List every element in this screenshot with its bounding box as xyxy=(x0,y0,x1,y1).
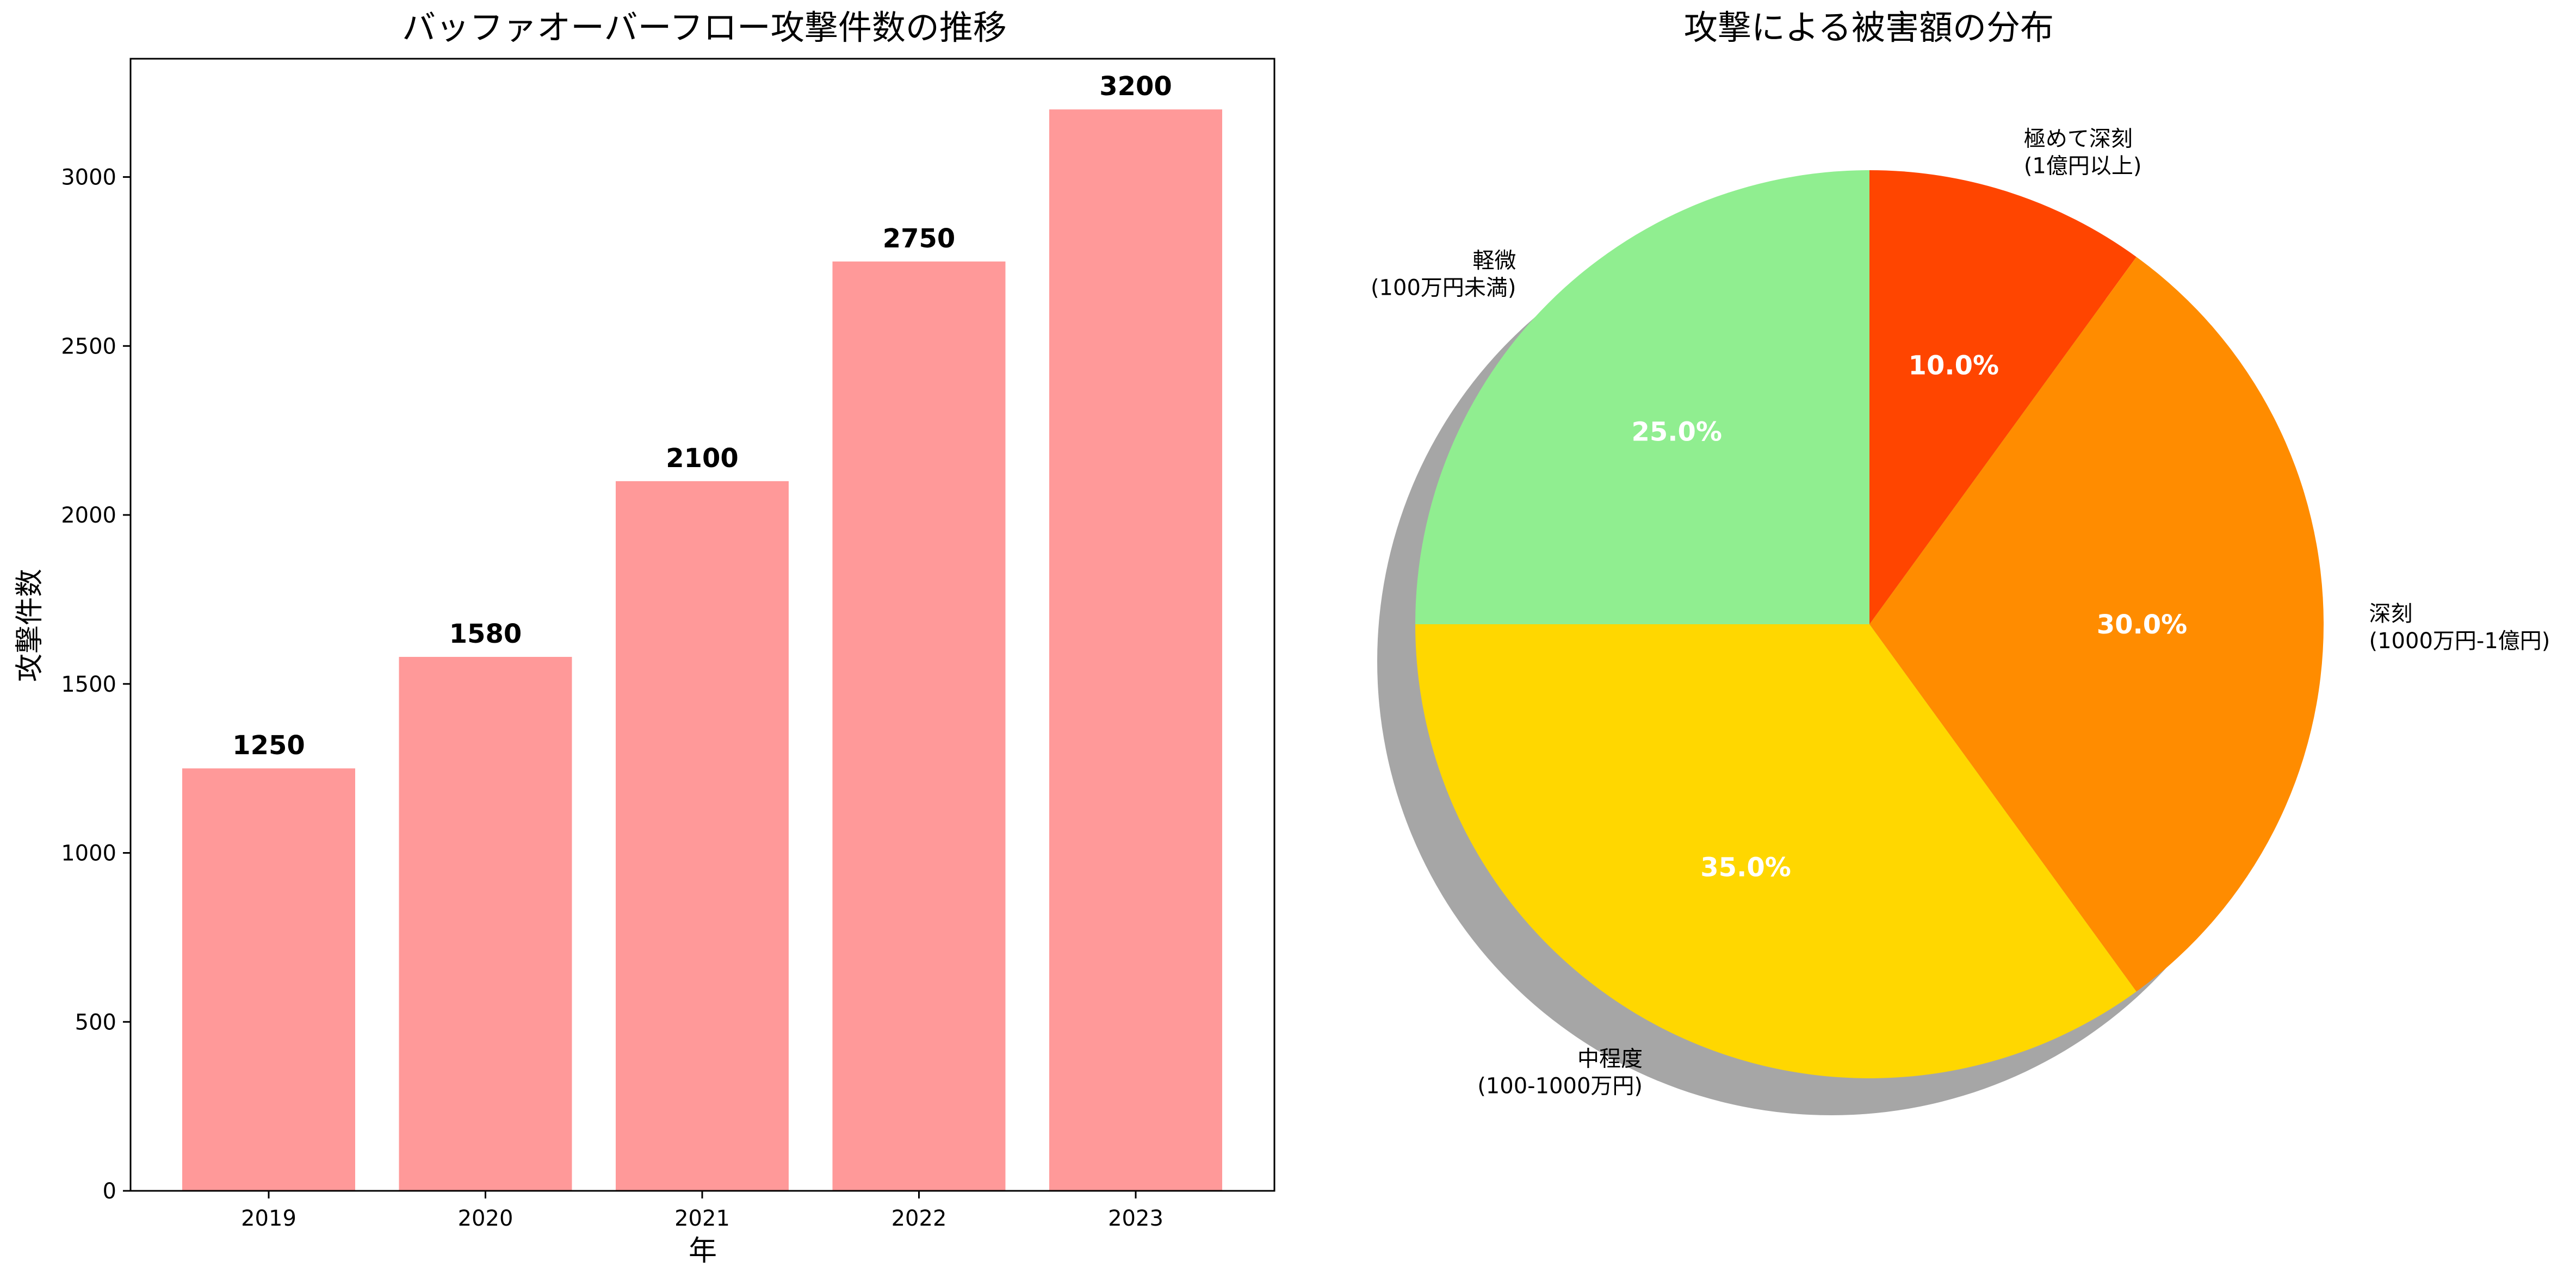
x-tick-label: 2021 xyxy=(674,1206,730,1231)
bar-series xyxy=(182,109,1222,1191)
y-axis: 0 500 1000 1500 2000 2500 3000 xyxy=(61,165,131,1204)
y-tick-label: 0 xyxy=(103,1179,116,1204)
x-tick-label: 2020 xyxy=(458,1206,513,1231)
pie-chart-title: 攻撃による被害額の分布 xyxy=(1684,8,2054,47)
pie-percent-label: 25.0% xyxy=(1631,417,1722,448)
y-tick-label: 1500 xyxy=(61,672,116,697)
pie-percent-label: 10.0% xyxy=(1909,351,1999,381)
pie-category-label-line2: (100-1000万円) xyxy=(1477,1073,1643,1098)
y-tick-label: 2500 xyxy=(61,334,116,359)
pie-category-label-line1: 軽微 xyxy=(1473,248,1516,274)
y-tick-label: 2000 xyxy=(61,503,116,528)
pie-category-label: 軽微(100万円未満) xyxy=(1371,248,1516,301)
pie-category-label-line1: 深刻 xyxy=(2369,601,2413,626)
pie-category-label-line2: (100万円未満) xyxy=(1371,276,1516,301)
y-axis-label: 攻撃件数 xyxy=(14,569,46,682)
pie-category-label-line1: 中程度 xyxy=(1577,1046,1643,1071)
pie-category-label: 極めて深刻(1億円以上) xyxy=(2024,126,2142,178)
pie-slice xyxy=(1869,170,2137,624)
bar-chart: バッファオーバーフロー攻撃件数の推移 12501580210027503200 … xyxy=(14,8,1275,1268)
pie-slice xyxy=(1869,257,2324,992)
pie-slices xyxy=(1415,170,2324,1079)
bar-2020 xyxy=(399,657,572,1191)
pie-category-label-line1: 極めて深刻 xyxy=(2024,126,2133,151)
pie-percent-label: 30.0% xyxy=(2097,610,2188,640)
bar-value-labels: 1250 1580 2100 2750 3200 xyxy=(232,71,1172,761)
bar-2023 xyxy=(1049,109,1222,1191)
pie-slice xyxy=(1415,624,2137,1079)
x-tick-label: 2023 xyxy=(1108,1206,1163,1231)
pie-category-label: 中程度(100-1000万円) xyxy=(1477,1046,1643,1098)
pie-category-label-line2: (1000万円-1億円) xyxy=(2369,629,2550,654)
x-tick-label: 2022 xyxy=(891,1206,947,1231)
bar-2021 xyxy=(616,481,789,1191)
bar-value-label: 2100 xyxy=(666,443,739,474)
bar-value-label: 3200 xyxy=(1099,71,1172,102)
x-tick-label: 2019 xyxy=(241,1206,296,1231)
bar-value-label: 1250 xyxy=(232,730,305,761)
pie-slice xyxy=(1415,170,1869,624)
pie-category-label-line2: (1億円以上) xyxy=(2024,153,2142,178)
bar-value-label: 1580 xyxy=(449,619,522,649)
bar-2019 xyxy=(182,768,355,1191)
pie-labels: 10.0% 極めて深刻(1億円以上) 30.0% 深刻 (1000万円-1億円) 35.0… xyxy=(1371,126,2550,1098)
x-axis-label: 年 xyxy=(689,1235,717,1268)
bar-chart-title: バッファオーバーフロー攻撃件数の推移 xyxy=(402,8,1007,47)
y-tick-label: 3000 xyxy=(61,165,116,190)
pie-chart: 攻撃による被害額の分布 10.0% 極めて深刻(1億円以上) 30.0% 深刻 (100… xyxy=(1371,8,2550,1115)
pie-category-label: 深刻 (1000万円-1億円) xyxy=(2369,601,2550,654)
bar-2022 xyxy=(832,261,1006,1191)
y-tick-label: 1000 xyxy=(61,841,116,866)
x-axis: 2019 2020 2021 2022 2023 xyxy=(241,1191,1163,1231)
pie-percent-label: 35.0% xyxy=(1700,852,1791,883)
bar-value-label: 2750 xyxy=(883,223,956,254)
y-tick-label: 500 xyxy=(75,1010,116,1035)
